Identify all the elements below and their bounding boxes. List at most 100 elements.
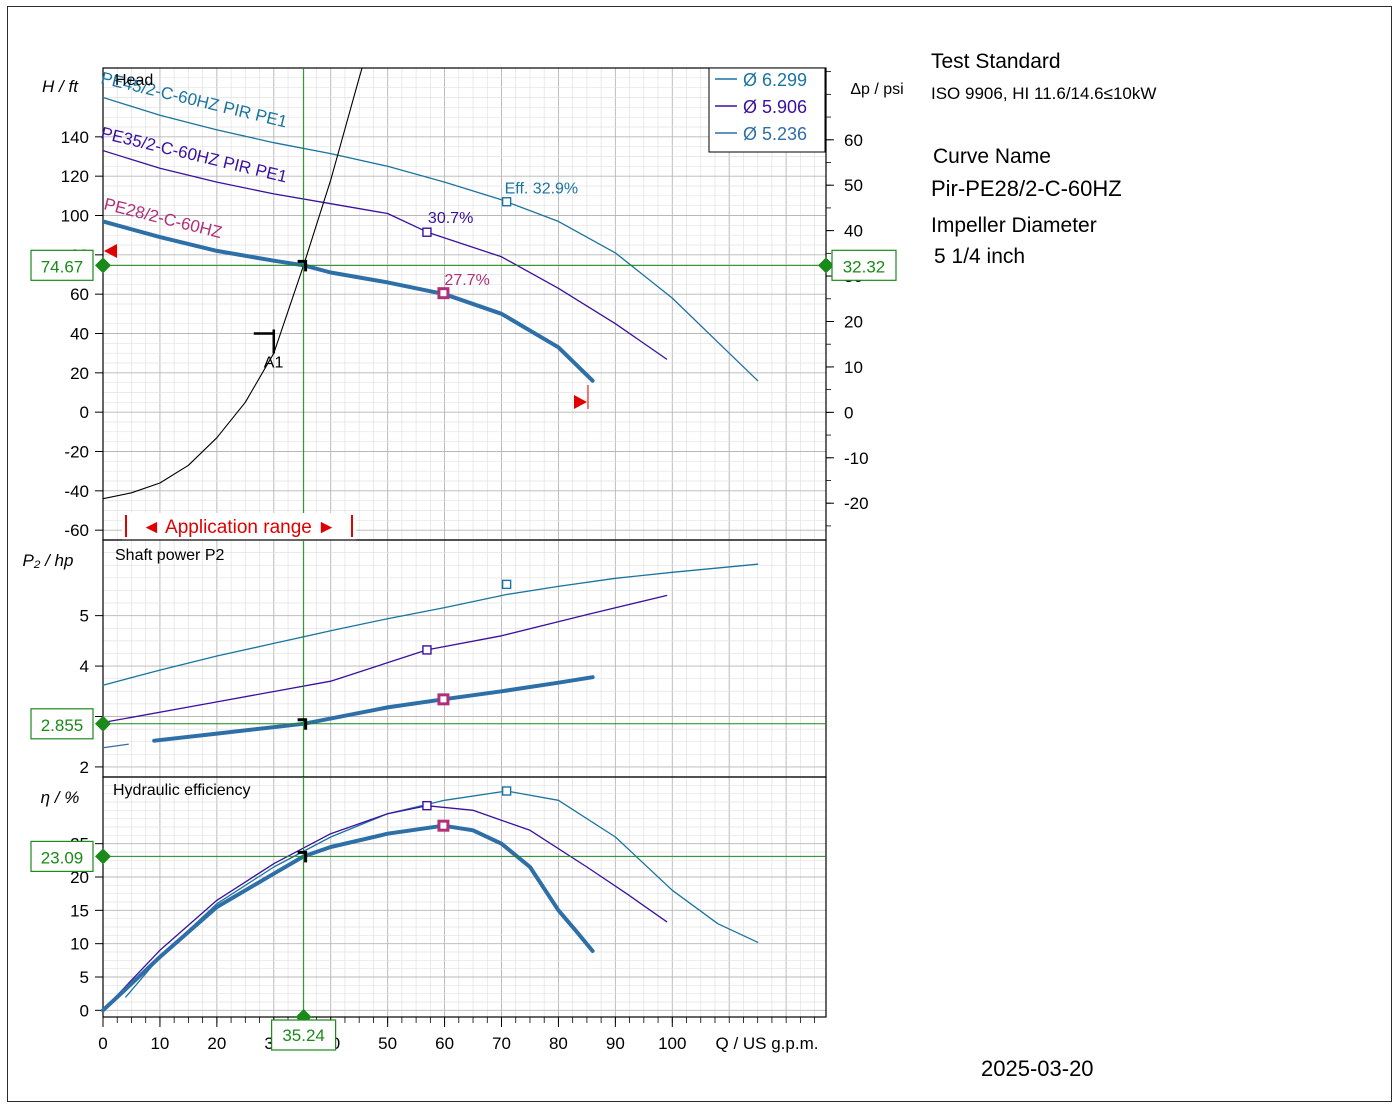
bep-marker <box>437 819 450 832</box>
test-standard-value: ISO 9906, HI 11.6/14.6≤10kW <box>931 84 1157 103</box>
bep-marker <box>437 693 450 706</box>
y-tick-label: 60 <box>70 285 89 304</box>
series-line <box>103 149 668 360</box>
bep-marker <box>501 197 512 207</box>
chart-date: 2025-03-20 <box>981 1056 1094 1081</box>
efficiency-panel-title: Hydraulic efficiency <box>113 782 251 799</box>
series-line <box>103 219 595 383</box>
operating-flow-value: 35.24 <box>282 1026 325 1045</box>
x-tick-label: 70 <box>492 1034 511 1053</box>
bep-label: Eff. 32.9% <box>505 181 579 198</box>
bep-marker <box>501 579 512 590</box>
operating-flow-value-box <box>271 1019 337 1051</box>
operating-head-value-box <box>30 249 94 281</box>
y-tick-label: 5 <box>80 968 89 987</box>
test-standard-label: Test Standard <box>931 50 1061 73</box>
operating-psi-value-box <box>831 249 897 281</box>
y-tick-label: 2 <box>80 758 89 777</box>
series-line <box>152 675 595 743</box>
x-tick-label: 100 <box>658 1034 686 1053</box>
operating-efficiency-value: 23.09 <box>41 848 84 867</box>
y-tick-label: 20 <box>70 364 89 383</box>
operating-point-marker <box>297 850 308 863</box>
operating-diamond-efficiency <box>95 848 111 865</box>
series-line <box>102 594 668 724</box>
x-tick-label: 50 <box>378 1034 397 1053</box>
x-tick-label: 80 <box>549 1034 568 1053</box>
y-tick-label: -20 <box>64 443 89 462</box>
operating-point-marker <box>297 259 308 272</box>
operating-diamond-left <box>95 257 111 274</box>
series-line <box>101 823 595 1013</box>
y-tick-label: 140 <box>61 128 89 147</box>
head-panel-title: Head <box>115 72 153 89</box>
y-tick-label: 100 <box>61 207 89 226</box>
y-tick-label: -40 <box>64 482 89 501</box>
series-line <box>102 805 668 1011</box>
legend-entry: Ø 5.906 <box>743 97 807 117</box>
power-y-axis-label: P₂ / hp <box>23 551 74 570</box>
application-range-label: ◄ Application range ► <box>142 517 336 538</box>
legend-entry: Ø 6.299 <box>743 70 807 90</box>
operating-point-marker <box>297 718 308 730</box>
y-tick-label: 120 <box>61 167 89 186</box>
y-tick-label: 20 <box>70 868 89 887</box>
series-line-low-flow <box>102 743 132 749</box>
bep-label: 27.7% <box>444 272 489 289</box>
bep-marker <box>501 786 512 796</box>
head-series-group <box>103 68 759 500</box>
range-start-marker <box>104 244 117 258</box>
y2-tick-label: 20 <box>844 312 863 331</box>
legend-box <box>708 67 826 153</box>
bep-marker <box>422 800 432 811</box>
y-tick-label: -60 <box>64 521 89 540</box>
y-tick-label: 10 <box>70 935 89 954</box>
x-tick-label: 0 <box>98 1034 107 1053</box>
y-tick-label: 4 <box>80 657 89 676</box>
chart-frame <box>7 6 1392 1102</box>
y2-tick-label: 40 <box>844 222 863 241</box>
series-line <box>125 790 759 998</box>
series-line <box>103 96 759 382</box>
operating-psi-value: 32.32 <box>843 257 886 276</box>
application-range-bg <box>122 513 356 543</box>
x-axis-label: Q / US g.p.m. <box>716 1034 819 1053</box>
y2-tick-label: -20 <box>844 494 869 513</box>
operating-diamond-right <box>818 257 834 274</box>
x-tick-label: 90 <box>606 1034 625 1053</box>
curve-name-value: Pir-PE28/2-C-60HZ <box>931 176 1122 201</box>
series-line <box>103 68 363 500</box>
x-tick-label: 10 <box>150 1034 169 1053</box>
curve-name-label: Curve Name <box>933 145 1051 168</box>
y2-tick-label: 50 <box>844 176 863 195</box>
operating-power-value: 2.855 <box>41 716 84 735</box>
bep-marker <box>437 287 450 300</box>
operating-power-value-box <box>30 708 94 740</box>
y2-tick-label: 0 <box>844 403 853 422</box>
y-tick-label: 0 <box>80 1001 89 1020</box>
impeller-diameter-label: Impeller Diameter <box>931 214 1097 237</box>
series-line <box>102 563 759 686</box>
y-tick-label: 15 <box>70 901 89 920</box>
range-end-marker <box>574 395 587 409</box>
y2-tick-label: 60 <box>844 131 863 150</box>
operating-efficiency-value-box <box>30 840 94 873</box>
y-tick-label: 40 <box>70 325 89 344</box>
y2-tick-label: -10 <box>844 449 869 468</box>
power-panel-title: Shaft power P2 <box>115 547 225 564</box>
efficiency-y-axis-label: η / % <box>41 788 80 807</box>
y-tick-label: 0 <box>80 403 89 422</box>
system-curve-label: A1 <box>264 355 284 372</box>
operating-head-value: 74.67 <box>41 257 84 276</box>
panel-border <box>102 776 827 1018</box>
system-point-marker <box>253 329 276 354</box>
y2-tick-label: 10 <box>844 358 863 377</box>
bep-label: 30.7% <box>428 210 473 227</box>
operating-diamond-power <box>95 715 111 732</box>
y-tick-label: 5 <box>80 607 89 626</box>
legend-entry: Ø 5.236 <box>743 124 807 144</box>
head-y2-axis-label: Δp / psi <box>850 81 903 98</box>
head-y-axis-label: H / ft <box>42 77 79 96</box>
impeller-diameter-value: 5 1/4 inch <box>934 245 1026 268</box>
